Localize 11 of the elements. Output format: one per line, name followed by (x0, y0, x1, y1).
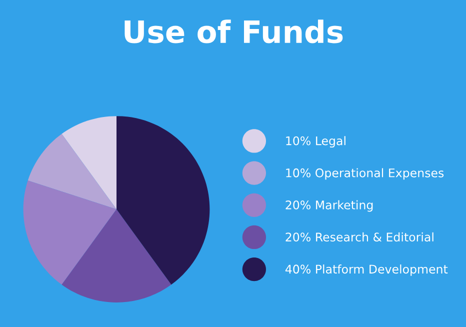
legend-label: 10% Legal (286, 136, 346, 148)
legend-label: 40% Platform Development (285, 264, 448, 276)
pie-slice (23, 180, 116, 285)
legend-label: 10% Operational Expenses (286, 168, 444, 180)
legend-label: 20% Research & Editorial (286, 232, 434, 242)
pie-slice (116, 116, 210, 285)
pie-slice (28, 134, 116, 210)
legend-label: 20% Marketing (286, 200, 373, 212)
pie-slice (62, 209, 172, 302)
chart-title: Use of Funds (124, 20, 343, 44)
pie-slice (62, 116, 116, 210)
